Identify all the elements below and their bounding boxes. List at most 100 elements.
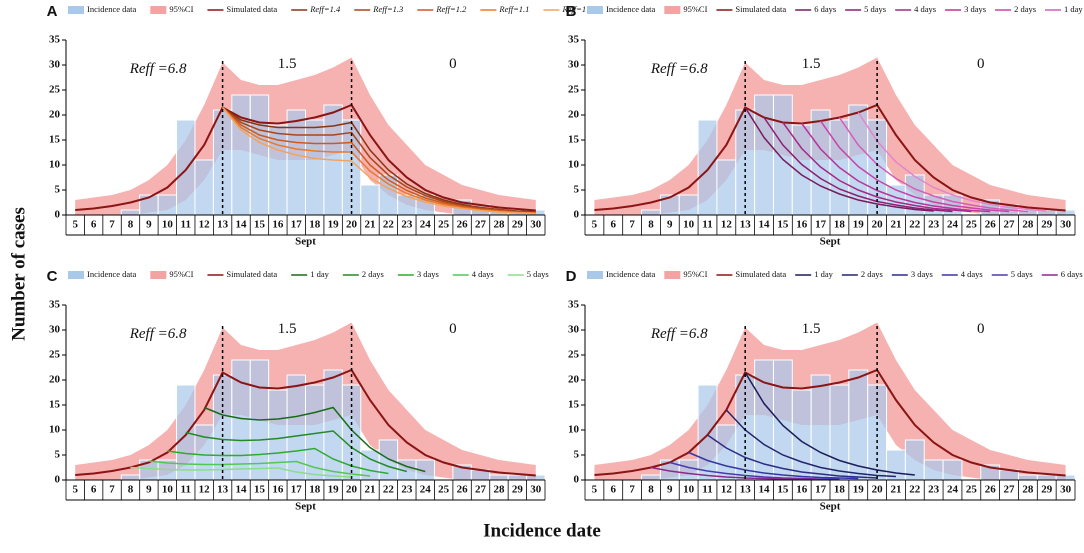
line [222,106,536,214]
legend-label: Incidence data [606,269,656,279]
panel-letter: B [566,3,577,20]
x-tick-label: 23 [401,219,413,231]
line [148,460,371,477]
x-tick-label: 20 [346,219,358,231]
annotation: 0 [977,56,985,72]
x-tick-label: 16 [796,484,808,496]
x-tick-label: 11 [181,219,191,231]
x-tick-label: 10 [162,219,174,231]
x-tick-label: 14 [759,484,771,496]
line [185,430,408,473]
legend-swatch [68,271,84,279]
x-tick-label: 27 [475,484,487,496]
x-tick-label: 8 [648,219,654,231]
y-tick-label: 0 [574,209,580,221]
y-tick-label: 30 [568,324,580,336]
legend-label: 5 days [1011,269,1033,279]
y-tick-label: 5 [55,184,61,196]
legend-label: Incidence data [87,4,137,14]
legend-label: 2 days [861,269,883,279]
line [763,117,953,213]
x-tick-label: 20 [872,484,884,496]
bar [268,389,288,481]
x-tick-label: 22 [383,484,395,496]
x-tick-label: 18 [309,484,321,496]
x-tick-label: 26 [457,219,469,231]
bar [942,459,963,481]
y-tick-label: 0 [55,209,61,221]
legend-label: 5 days [527,269,549,279]
line [594,368,1066,477]
x-tick-label: 28 [1022,219,1034,231]
x-tick-label: 28 [493,219,505,231]
y-axis-title: Number of cases [8,207,29,341]
annotation: Reff =6.8 [650,326,708,342]
x-tick-label: 19 [853,219,865,231]
x-tick-label: 12 [721,484,733,496]
bar [176,119,196,216]
legend-label: 3 days [964,4,986,14]
line [782,122,972,213]
x-tick-label: 19 [853,484,865,496]
legend-label: 95%CI [169,4,193,14]
x-tick-label: 14 [236,484,248,496]
x-tick-label: 30 [1060,219,1072,231]
x-tick-label: 29 [512,484,524,496]
line [819,120,1010,213]
x-tick-label: 25 [966,484,978,496]
x-tick-label: 10 [162,484,174,496]
x-tick-label: 16 [272,219,284,231]
bar [829,384,850,481]
legend-swatch [587,6,603,14]
bar [378,439,399,481]
x-tick-label: 11 [181,484,191,496]
x-tick-label: 28 [493,484,505,496]
bar [194,159,214,216]
bar [286,109,307,216]
y-tick-label: 25 [49,349,61,361]
line [222,107,536,215]
x-tick-label: 16 [796,219,808,231]
legend-label: 4 days [914,4,936,14]
legend-label: 95%CI [683,269,707,279]
legend-label: 5 days [864,4,886,14]
panel-letter: D [566,268,577,285]
y-tick-label: 20 [49,109,61,121]
line [801,123,991,213]
annotation: Reff =6.8 [650,61,708,77]
y-tick-label: 35 [49,299,61,311]
annotation: Reff =6.8 [129,61,187,77]
y-tick-label: 0 [55,474,61,486]
bar [378,174,399,216]
x-tick-label: 13 [217,219,229,231]
x-tick-label: 6 [91,219,97,231]
legend-swatch [150,6,167,14]
x-tick-label: 18 [834,484,846,496]
line [688,451,859,480]
legend-label: Reff=1 [561,4,586,14]
x-tick-label: 5 [592,219,598,231]
x-tick-label: 15 [254,484,266,496]
line [650,466,821,481]
legend-label: Incidence data [87,269,137,279]
line [222,106,536,214]
y-tick-label: 15 [49,399,61,411]
x-tick-label: 28 [1022,484,1034,496]
y-tick-label: 10 [568,159,580,171]
bar [507,474,528,481]
x-tick-label: 22 [383,219,395,231]
bar [120,474,141,481]
y-tick-label: 5 [574,449,580,461]
x-tick-label: 25 [438,219,450,231]
x-axis-title: Incidence date [483,520,601,541]
line [203,406,426,473]
x-axis-label: Sept [820,501,841,513]
annotation: 1.5 [802,321,821,337]
bar [810,374,831,481]
legend-label: Incidence data [606,4,656,14]
x-tick-label: 29 [512,219,524,231]
bar [772,94,793,216]
x-tick-label: 18 [834,219,846,231]
legend-swatch [664,6,681,14]
